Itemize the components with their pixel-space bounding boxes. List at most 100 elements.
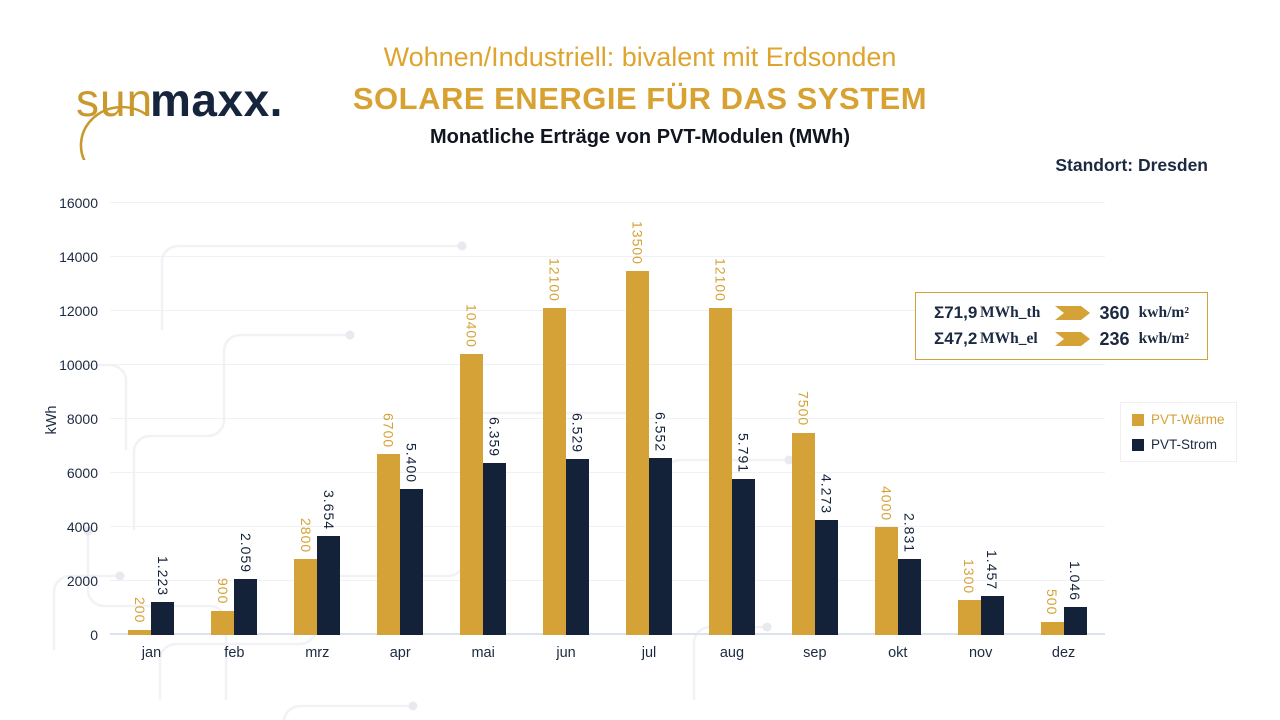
y-tick-label: 2000 <box>66 573 98 589</box>
y-tick-label: 4000 <box>66 519 98 535</box>
arrow-right-icon <box>1055 332 1099 346</box>
bar-group-nov: 1300 1.457 <box>939 203 1022 635</box>
bar-group-mrz: 2800 3.654 <box>276 203 359 635</box>
location-label: Standort: Dresden <box>1055 155 1208 175</box>
gridline <box>110 472 1105 473</box>
x-axis: jan feb mrz apr mai jun jul aug sep okt nov dez <box>110 645 1105 661</box>
x-tick-label-jun: jun <box>556 645 576 661</box>
bar-value-label: 6.359 <box>486 417 503 458</box>
summary-result-unit-th: kwh/m² <box>1138 304 1189 321</box>
bar-pvt-w-rme-feb: 900 <box>211 578 235 635</box>
y-axis: 0 2000 4000 6000 8000 10000 12000 14000 16000 <box>0 195 102 643</box>
x-tick-label-apr: apr <box>389 645 411 661</box>
summary-result-th: 360 <box>1099 302 1130 323</box>
bar-value-label: 6.552 <box>652 412 669 453</box>
gridline <box>110 364 1105 365</box>
x-tick-label-sep: sep <box>803 645 827 661</box>
gridline <box>110 580 1105 581</box>
title-line-2: SOLARE ENERGIE FÜR DAS SYSTEM <box>352 81 928 116</box>
bar-value-label: 4.273 <box>818 473 835 514</box>
bar-group-feb: 900 2.059 <box>193 203 276 635</box>
legend-swatch-pvt-strom-icon <box>1132 438 1144 451</box>
legend-item-pvt-strom: PVT-Strom <box>1132 437 1225 452</box>
x-tick-label-nov: nov <box>968 645 993 661</box>
bar-group-jul: 13500 6.552 <box>608 203 691 635</box>
bar-pvt-w-rme-jun: 12100 <box>543 258 567 635</box>
x-tick-label-feb: feb <box>224 645 245 661</box>
summary-row-electric: Σ47,2 MWh_el 236 kwh/m² <box>934 329 1189 350</box>
bar-value-label: 2800 <box>297 518 314 554</box>
bar-pvt-w-rme-nov: 1300 <box>957 559 981 635</box>
logo-text-maxx: maxx. <box>150 74 283 126</box>
bar-value-label: 1300 <box>961 558 978 594</box>
bar-pvt-strom-mai: 6.359 <box>483 417 507 635</box>
summary-sum-el: Σ47,2 <box>934 329 978 348</box>
bar-value-label: 900 <box>214 578 231 605</box>
bar-value-label: 4000 <box>878 485 895 521</box>
bar-pvt-w-rme-dez: 500 <box>1040 589 1064 635</box>
bar-pvt-strom-nov: 1.457 <box>980 550 1004 635</box>
y-tick-label: 16000 <box>59 195 98 211</box>
bar-value-label: 5.791 <box>735 432 752 473</box>
bar-group-aug: 12100 5.791 <box>690 203 773 635</box>
x-tick-label-mrz: mrz <box>305 645 330 661</box>
bar-pvt-strom-jan: 1.223 <box>151 556 175 635</box>
bar-value-label: 1.046 <box>1067 560 1084 601</box>
x-tick-label-jul: jul <box>641 645 657 661</box>
bar-value-label: 5.400 <box>403 443 420 484</box>
bar-pvt-strom-apr: 5.400 <box>400 443 424 635</box>
chart-legend: PVT-Wärme PVT-Strom <box>1120 402 1237 462</box>
bar-value-label: 3.654 <box>320 490 337 531</box>
x-tick-label-aug: aug <box>719 645 745 661</box>
bar-value-label: 2.831 <box>901 512 918 553</box>
bar-pvt-w-rme-sep: 7500 <box>791 391 815 635</box>
bar-value-label: 1.457 <box>984 549 1001 590</box>
bar-pvt-w-rme-apr: 6700 <box>377 413 401 635</box>
legend-label-pvt-waerme: PVT-Wärme <box>1151 412 1225 427</box>
legend-item-pvt-waerme: PVT-Wärme <box>1132 412 1225 427</box>
bar-pvt-strom-aug: 5.791 <box>731 433 755 635</box>
y-tick-label: 12000 <box>59 303 98 319</box>
x-tick-label-mai: mai <box>471 645 495 661</box>
logo-sun-circle-icon <box>79 105 147 160</box>
summary-box: Σ71,9 MWh_th 360 kwh/m² Σ47,2 MWh_el 236… <box>915 292 1208 360</box>
bar-value-label: 1.223 <box>154 555 171 596</box>
x-axis-baseline <box>110 633 1105 635</box>
gridline <box>110 256 1105 257</box>
bar-pvt-strom-dez: 1.046 <box>1063 561 1087 635</box>
bar-group-okt: 4000 2.831 <box>856 203 939 635</box>
bar-pvt-w-rme-jul: 13500 <box>625 221 649 635</box>
bar-value-label: 13500 <box>629 220 646 265</box>
bar-value-label: 200 <box>131 597 148 624</box>
summary-unit-el: MWh_el <box>980 330 1038 347</box>
bar-group-dez: 500 1.046 <box>1022 203 1105 635</box>
bar-group-apr: 6700 5.400 <box>359 203 442 635</box>
bar-pvt-w-rme-jan: 200 <box>128 597 152 635</box>
bar-value-label: 500 <box>1044 589 1061 616</box>
y-axis-title: kWh <box>44 405 60 435</box>
bar-value-label: 7500 <box>795 391 812 427</box>
logo-text-sun: sun <box>76 74 154 126</box>
bar-pvt-w-rme-mrz: 2800 <box>294 518 318 635</box>
summary-row-thermal: Σ71,9 MWh_th 360 kwh/m² <box>934 303 1189 324</box>
y-tick-label: 8000 <box>66 411 98 427</box>
summary-sum-th: Σ71,9 <box>934 303 978 322</box>
bar-group-sep: 7500 4.273 <box>773 203 856 635</box>
bar-value-label: 6.529 <box>569 412 586 453</box>
gridline <box>110 418 1105 419</box>
bar-pvt-strom-jun: 6.529 <box>566 413 590 635</box>
x-tick-label-jan: jan <box>141 645 162 661</box>
bar-pvt-strom-sep: 4.273 <box>814 474 838 635</box>
x-tick-label-okt: okt <box>888 645 908 661</box>
y-tick-label: 0 <box>90 627 98 643</box>
chart-title: Monatliche Erträge von PVT-Modulen (MWh) <box>430 126 850 148</box>
bar-value-label: 12100 <box>712 258 729 303</box>
x-tick-label-dez: dez <box>1051 645 1076 661</box>
bar-value-label: 2.059 <box>237 533 254 574</box>
gridline <box>110 526 1105 527</box>
bar-group-mai: 10400 6.359 <box>442 203 525 635</box>
bar-group-jan: 200 1.223 <box>110 203 193 635</box>
bar-pvt-w-rme-okt: 4000 <box>874 486 898 635</box>
